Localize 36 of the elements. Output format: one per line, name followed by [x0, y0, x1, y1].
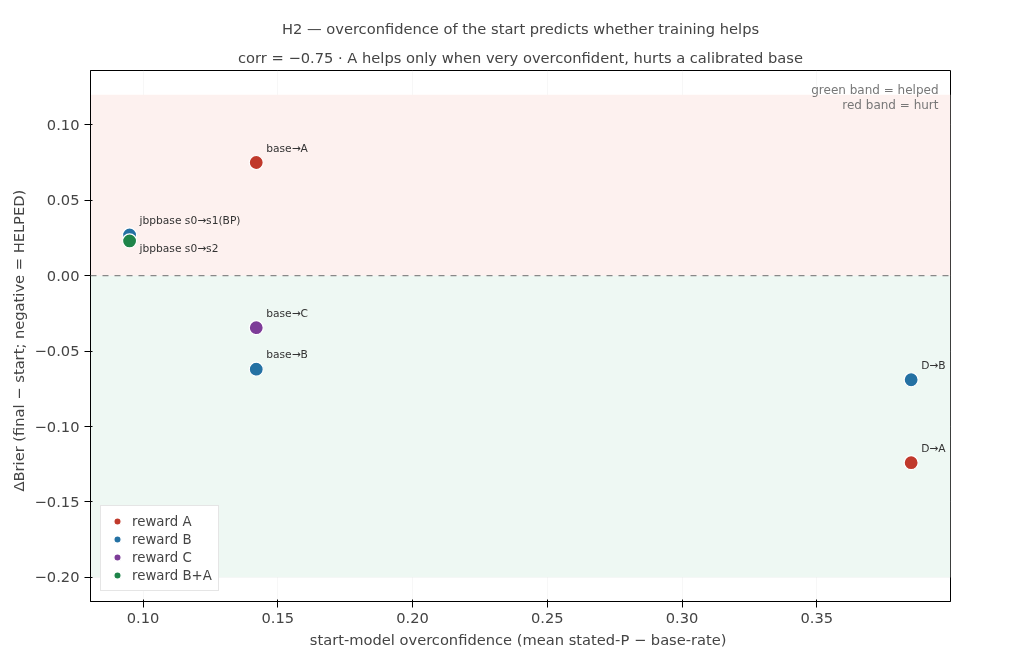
y-tick-label: −0.20: [34, 568, 80, 586]
x-tick-label: 0.10: [126, 608, 160, 626]
y-tick-label: 0.00: [46, 266, 80, 284]
y-axis-title: ΔBrier (final − start; negative = HELPED): [9, 189, 27, 492]
annotation: jbpbase s0→s2: [138, 241, 219, 255]
x-tick-label: 0.35: [800, 608, 834, 626]
y-tick-label: −0.05: [34, 342, 80, 360]
annotation: base→C: [266, 306, 309, 320]
annotation: D→B: [921, 358, 946, 372]
x-tick-label: 0.30: [665, 608, 699, 626]
point: [903, 372, 919, 388]
point: [248, 154, 264, 171]
chart-subtitle: corr = −0.75 · A helps only when very overconfident, hurts a calibrated base: [238, 48, 803, 66]
y-tick-label: −0.15: [34, 492, 80, 510]
x-tick-label: 0.20: [396, 608, 429, 626]
annotation: D→A: [921, 441, 947, 455]
x-tick-label: 0.15: [261, 608, 295, 626]
legend-label: reward C: [132, 549, 192, 565]
x-tick-label: 0.25: [531, 608, 564, 626]
annotation: red band = hurt: [842, 97, 939, 112]
point: [121, 233, 138, 249]
chart-title: H2 — overconfidence of the start predicts whether training helps: [281, 19, 760, 37]
annotation: green band = helped: [811, 82, 939, 97]
x-axis-title: start-model overconfidence (mean stated-P − base-rate): [309, 630, 727, 648]
y-tick-label: 0.05: [46, 191, 80, 209]
annotation: jbpbase s0→s1(BP): [138, 213, 241, 227]
point: [903, 455, 919, 471]
y-tick-label: 0.10: [46, 115, 80, 133]
annotation: base→B: [266, 348, 308, 362]
legend-label: reward B: [132, 531, 192, 547]
y-tick-label: −0.10: [34, 417, 80, 435]
point: [248, 361, 264, 377]
legend-label: reward A: [132, 513, 192, 529]
legend-label: reward B+A: [132, 567, 212, 583]
annotation: base→A: [266, 141, 309, 155]
point: [248, 320, 264, 336]
